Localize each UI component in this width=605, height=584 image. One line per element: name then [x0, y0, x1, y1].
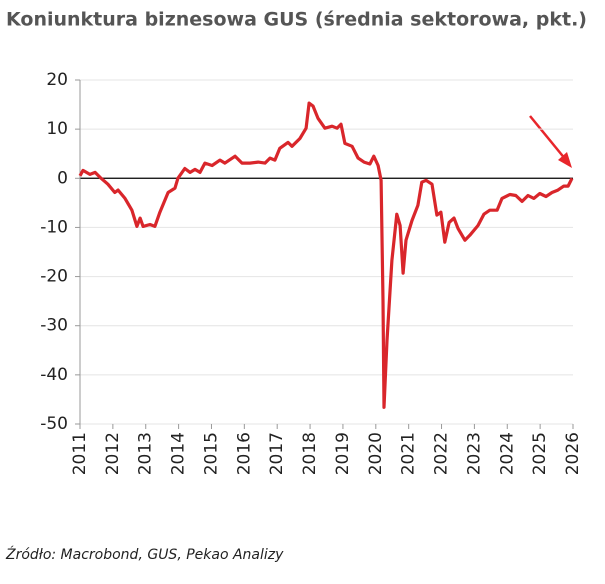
x-tick-label: 2013: [136, 432, 156, 475]
x-tick-label: 2012: [103, 432, 123, 475]
x-tick-label: 2019: [333, 432, 353, 475]
annotation-arrow: [529, 115, 572, 168]
y-tick-label: -20: [40, 267, 68, 287]
x-tick-label: 2021: [399, 432, 419, 475]
x-tick-label: 2015: [201, 432, 221, 475]
x-tick-label: 2016: [234, 432, 254, 475]
x-tick-label: 2011: [70, 432, 90, 475]
data-line: [78, 101, 574, 409]
chart-title: Koniunktura biznesowa GUS (średnia sekto…: [6, 9, 587, 31]
x-tick-label: 2025: [530, 432, 550, 475]
x-tick-label: 2023: [464, 432, 484, 475]
x-tick-label: 2014: [169, 432, 189, 475]
y-tick-label: 20: [46, 70, 68, 90]
y-tick-label: 0: [57, 168, 68, 188]
source-note: Źródło: Macrobond, GUS, Pekao Analizy: [5, 545, 284, 563]
x-tick-label: 2018: [300, 432, 320, 475]
y-tick-label: -30: [40, 316, 68, 336]
y-tick-label: -50: [40, 414, 68, 434]
y-tick-label: -10: [40, 217, 68, 237]
y-tick-label: 10: [46, 119, 68, 139]
x-tick-label: 2022: [432, 432, 452, 475]
x-tick-label: 2024: [497, 432, 517, 475]
x-tick-label: 2017: [267, 432, 287, 475]
x-tick-label: 2026: [563, 432, 583, 475]
y-tick-label: -40: [40, 365, 68, 385]
x-tick-label: 2020: [366, 432, 386, 475]
